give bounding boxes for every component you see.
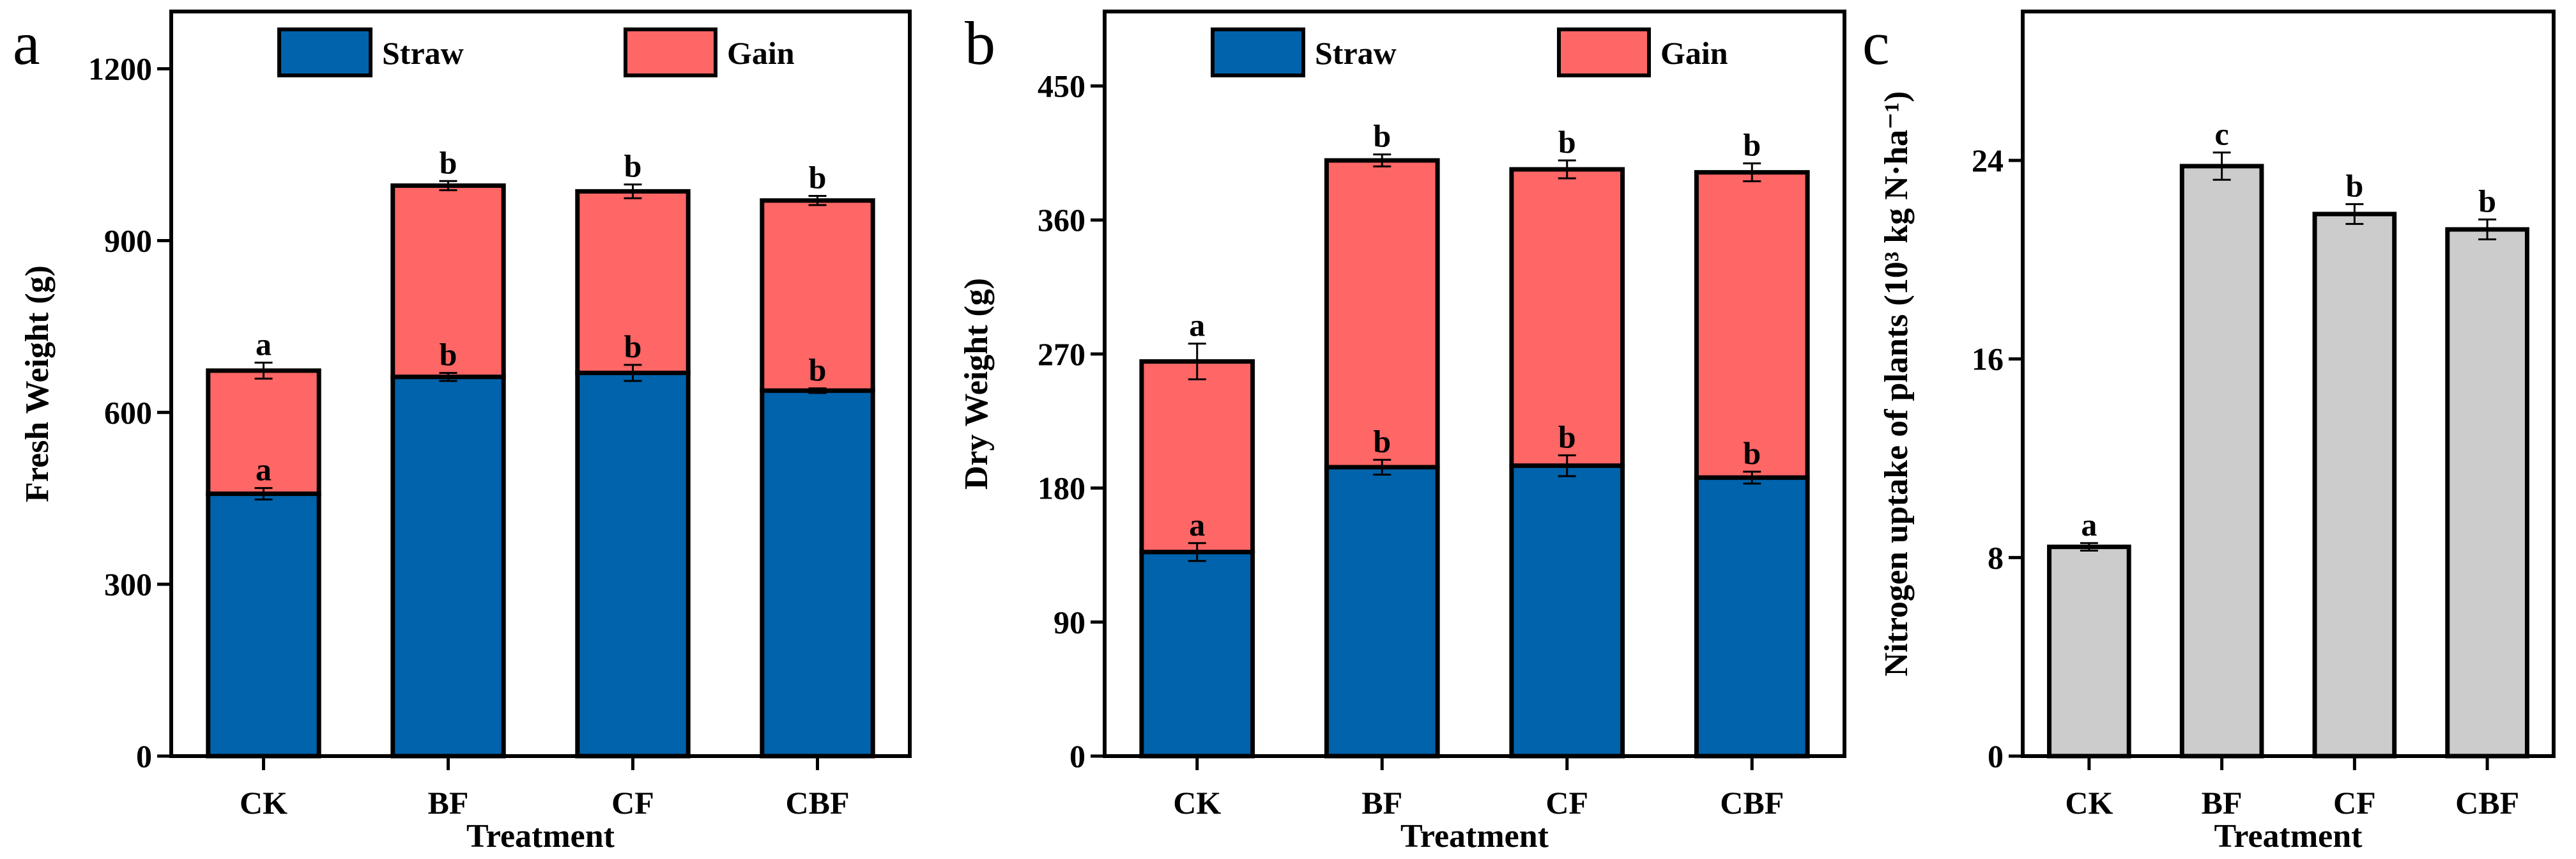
x-tick-label: BF — [2202, 785, 2242, 821]
y-tick-label: 16 — [1972, 341, 2004, 377]
significance-letter: b — [440, 336, 457, 372]
significance-letter: b — [1558, 124, 1576, 160]
bar-gain-CK — [1139, 359, 1255, 555]
panel-label: b — [965, 9, 995, 77]
bar-gain-BF — [1324, 158, 1440, 470]
bar-straw-BF — [1324, 465, 1440, 759]
bar-BF — [2179, 164, 2264, 759]
significance-letter: b — [440, 144, 457, 180]
y-tick-label: 0 — [1988, 738, 2004, 774]
plot-frame — [169, 10, 912, 758]
significance-letter: a — [1189, 307, 1205, 343]
y-tick-label: 300 — [104, 566, 152, 602]
x-tick-label: CK — [240, 785, 288, 821]
y-tick-label: 0 — [1070, 738, 1085, 774]
significance-letter: b — [2345, 167, 2363, 203]
x-tick-label: BF — [428, 785, 469, 821]
x-axis-title: Treatment — [466, 818, 615, 855]
significance-letter: b — [624, 148, 642, 184]
legend-label-gain: Gain — [727, 35, 795, 71]
bar-straw-BF — [390, 375, 506, 759]
panel-a: a a a b b b b b b Straw Gain 0 300 600 900 1200 CK BF CF CB… — [13, 9, 912, 855]
bar-gain-BF — [390, 183, 506, 380]
plot-frame — [2021, 10, 2556, 758]
x-tick-label: BF — [1361, 785, 1402, 821]
bar-straw-CBF — [760, 388, 875, 759]
x-axis-title: Treatment — [2214, 818, 2363, 855]
x-tick-label: CF — [2333, 785, 2376, 821]
bar-straw-CBF — [1694, 475, 1810, 759]
bar-CF — [2312, 212, 2397, 759]
bar-CBF — [2445, 227, 2529, 759]
legend-swatch-gain — [624, 27, 717, 77]
y-tick-label: 360 — [1038, 202, 1085, 238]
legend-swatch-straw — [1211, 27, 1305, 77]
legend-label-straw: Straw — [1315, 35, 1397, 71]
significance-letter: b — [809, 160, 827, 196]
significance-letter: b — [2478, 183, 2496, 219]
y-tick-label: 0 — [136, 738, 152, 774]
x-tick-label: CF — [611, 785, 654, 821]
significance-letter: b — [1558, 419, 1576, 454]
x-tick-label: CK — [1173, 785, 1221, 821]
significance-letter: b — [624, 329, 642, 364]
significance-letter: b — [1373, 118, 1391, 154]
x-tick-label: CK — [2065, 785, 2113, 821]
x-axis-title: Treatment — [1400, 818, 1549, 855]
legend-swatch-straw — [277, 27, 372, 77]
bar-straw-CF — [1509, 463, 1625, 759]
x-tick-label: CBF — [1720, 785, 1784, 821]
panel-c: c a c b b 0 8 16 24 CK BF CF CBF Treatment Nitrogen up… — [1862, 9, 2556, 855]
significance-letter: c — [2215, 116, 2229, 152]
significance-letter: b — [1743, 127, 1761, 163]
panel-label: c — [1862, 9, 1890, 77]
significance-letter: b — [1373, 423, 1391, 459]
legend-label-gain: Gain — [1660, 35, 1728, 71]
y-axis-title: Dry Weight (g) — [958, 278, 995, 490]
y-axis-title: Nitrogen uptake of plants (10³ kg N·ha⁻¹… — [1878, 91, 1915, 677]
y-tick-label: 180 — [1038, 470, 1085, 506]
significance-letter: b — [1743, 435, 1761, 471]
y-tick-label: 8 — [1988, 539, 2004, 575]
x-tick-label: CF — [1545, 785, 1588, 821]
y-tick-label: 450 — [1038, 68, 1085, 104]
legend-label-straw: Straw — [382, 35, 464, 71]
bar-straw-CF — [575, 370, 691, 759]
x-tick-label: CBF — [2455, 785, 2519, 821]
bar-gain-CF — [1509, 167, 1625, 468]
y-tick-label: 24 — [1972, 143, 2004, 178]
y-tick-label: 270 — [1038, 336, 1085, 372]
legend-swatch-gain — [1557, 27, 1651, 77]
significance-letter: a — [2081, 507, 2097, 543]
plot-frame — [1103, 10, 1846, 758]
panel-b: b a a b b b b b b Straw Gain 0 90 180 270 360 450 CK BF CF C… — [958, 9, 1846, 855]
bar-straw-CK — [206, 491, 321, 759]
significance-letter: a — [256, 452, 272, 488]
significance-letter: a — [256, 326, 272, 362]
panel-label: a — [13, 9, 40, 77]
bar-straw-CK — [1139, 550, 1255, 759]
y-tick-label: 900 — [104, 222, 152, 258]
significance-letter: a — [1189, 507, 1205, 543]
bar-gain-CBF — [1694, 170, 1810, 480]
y-tick-label: 1200 — [88, 51, 152, 87]
x-tick-label: CBF — [786, 785, 850, 821]
bar-CK — [2047, 545, 2131, 759]
significance-letter: b — [809, 352, 827, 388]
y-tick-label: 600 — [104, 394, 152, 430]
y-tick-label: 90 — [1054, 604, 1085, 640]
y-axis-title: Fresh Weight (g) — [19, 265, 56, 502]
